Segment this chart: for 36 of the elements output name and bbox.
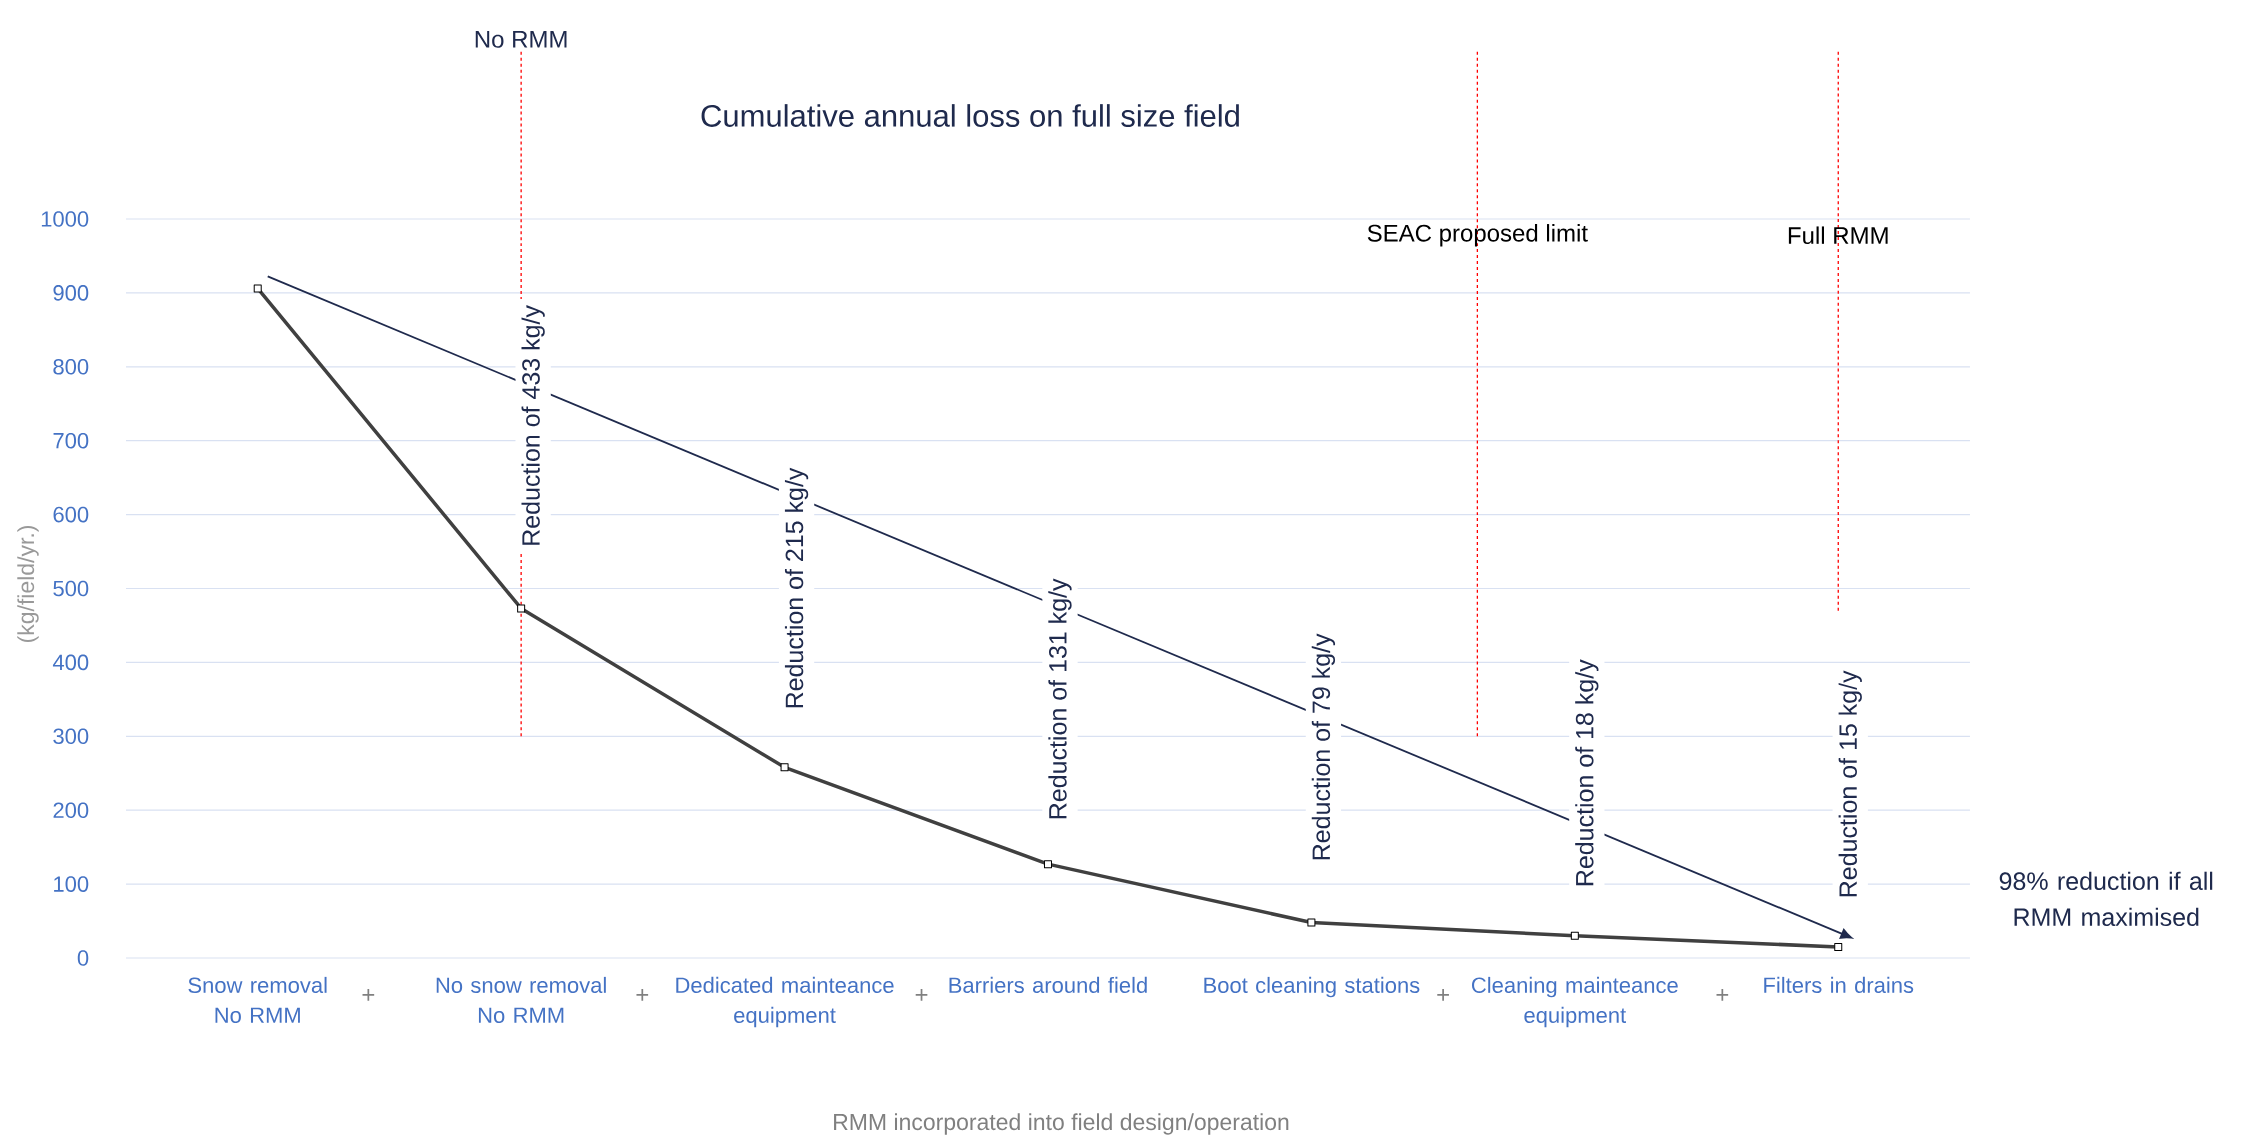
text: + — [1716, 989, 1729, 1001]
annotation: Reduction of 215 kg/y — [784, 467, 809, 708]
annotation: Reduction of 131 kg/y — [1048, 578, 1072, 819]
y-tick-label: 600 — [53, 506, 89, 523]
ref-line-label: Full RMM — [1788, 226, 1888, 245]
x-tick-label: Cleaning mainteance equipment — [1472, 976, 1678, 1028]
annotation: Reduction of 433 kg/y — [521, 305, 545, 545]
y-tick-label: 500 — [53, 580, 89, 597]
y-tick-label: 400 — [52, 654, 89, 671]
text: + — [915, 989, 928, 1001]
x-tick-label: Snow removal No RMM — [188, 976, 327, 1024]
y-axis-title: (kg/field/yr.) — [17, 525, 39, 642]
text: + — [362, 989, 375, 1001]
x-tick-label: Dedicated mainteance equipment — [676, 976, 894, 1028]
text: + — [636, 989, 649, 1001]
annotation: Reduction of 18 kg/y — [1575, 659, 1599, 886]
x-tick-label: Filters in drains — [1764, 976, 1914, 994]
annotation: Reduction of 15 kg/y — [1838, 670, 1862, 897]
y-tick-label: 100 — [54, 876, 89, 892]
x-tick-label: No snow removal No RMM — [436, 976, 606, 1024]
text: + — [1437, 989, 1449, 1001]
y-tick-label: 700 — [53, 432, 89, 449]
annotation: SEAC proposed limit — [1367, 224, 1588, 247]
x-tick-label: Barriers around field — [949, 976, 1147, 994]
y-tick-label: 200 — [53, 802, 89, 818]
annotation: Reduction of 79 kg/y — [1311, 633, 1336, 860]
y-tick-label: 1000 — [41, 211, 89, 227]
x-axis-title: RMM incorporated into field design/operation — [834, 1113, 1289, 1135]
ref-line-label: No RMM — [475, 31, 567, 48]
y-tick-label: 800 — [53, 359, 89, 375]
y-tick-label: 900 — [53, 285, 89, 301]
text: 98% reduction if all RMM maximised — [1999, 871, 2213, 927]
y-tick-label: 300 — [53, 728, 89, 745]
x-tick-label: Boot cleaning stations — [1204, 976, 1420, 998]
chart-title: Cumulative annual loss on full size field — [701, 104, 1239, 127]
y-tick-label: 0 — [77, 950, 89, 966]
